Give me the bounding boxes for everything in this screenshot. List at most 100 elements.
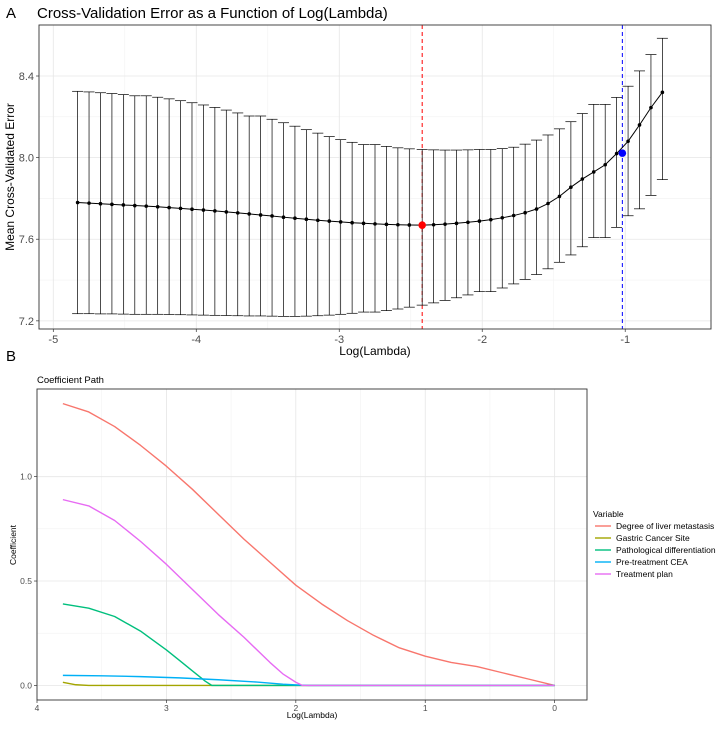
chart-b-lines xyxy=(62,402,555,687)
mean-point xyxy=(132,203,137,208)
y-tick-label: 0.5 xyxy=(20,576,32,586)
mean-point xyxy=(155,204,160,209)
mean-point xyxy=(144,204,149,208)
coef-line-treatment-plan xyxy=(62,498,555,687)
mean-point xyxy=(201,208,206,212)
chart-b-ticks: 4 3 2 1 0 0.0 0.5 1.0 xyxy=(20,472,557,713)
x-tick-label: 4 xyxy=(35,703,40,713)
coef-line-degree-of-liver-metastasis xyxy=(62,402,555,687)
mean-point xyxy=(580,177,585,181)
mean-point xyxy=(523,210,527,215)
mean-point xyxy=(190,207,194,212)
chart-a-mean-line xyxy=(77,92,663,226)
mean-point xyxy=(489,217,493,222)
mean-point xyxy=(396,222,400,227)
y-tick-label: 1.0 xyxy=(20,472,32,482)
legend-label: Pathological differentiation xyxy=(616,545,716,555)
x-tick-label: 3 xyxy=(164,703,169,713)
mean-point xyxy=(626,139,630,144)
x-tick-label: 2 xyxy=(293,703,298,713)
chart-a-x-label: Log(Lambda) xyxy=(339,344,410,358)
x-tick-label: 0 xyxy=(552,703,557,713)
lambda-1se-point xyxy=(618,149,627,157)
x-tick-label: -3 xyxy=(334,334,344,346)
x-tick-label: -5 xyxy=(48,334,58,346)
mean-point xyxy=(546,201,550,206)
coef-line-pre-treatment-cea xyxy=(62,674,555,687)
y-tick-label: 8.0 xyxy=(19,153,34,165)
mean-point xyxy=(270,214,274,218)
mean-point xyxy=(316,218,320,223)
mean-point xyxy=(373,222,377,226)
chart-a-y-label: Mean Cross-Validated Error xyxy=(3,103,17,251)
mean-point xyxy=(258,213,263,217)
mean-point xyxy=(338,220,343,224)
chart-a-panel-border xyxy=(38,24,712,330)
coef-line-pathological-differentiation xyxy=(62,603,555,687)
mean-point xyxy=(384,222,389,227)
mean-point xyxy=(466,220,470,225)
mean-point xyxy=(87,201,91,205)
mean-point xyxy=(591,170,596,174)
mean-point xyxy=(224,210,229,214)
chart-b-legend: Variable Degree of liver metastasis Gastr… xyxy=(593,509,716,579)
chart-b-x-label: Log(Lambda) xyxy=(287,710,338,720)
mean-point xyxy=(603,162,607,167)
mean-cv-error-line xyxy=(77,92,663,226)
chart-a-reference-lines xyxy=(421,25,623,329)
mean-point xyxy=(454,221,459,226)
chart-a-error-bars xyxy=(72,37,668,317)
mean-point xyxy=(167,205,171,210)
chart-b-panel-border xyxy=(36,388,588,701)
mean-point xyxy=(110,202,114,207)
x-tick-label: -2 xyxy=(477,334,487,346)
panel-b-letter: B xyxy=(6,348,16,365)
chart-b-title: Coefficient Path xyxy=(37,375,104,386)
mean-point xyxy=(361,221,366,226)
mean-point xyxy=(557,194,562,199)
y-tick-label: 7.2 xyxy=(19,316,34,328)
mean-point xyxy=(477,219,482,223)
panel-a-letter: A xyxy=(6,5,16,22)
y-tick-label: 8.4 xyxy=(19,71,34,83)
legend-label: Pre-treatment CEA xyxy=(616,557,688,567)
mean-point xyxy=(637,123,642,127)
lambda-min-point xyxy=(418,221,426,229)
mean-point xyxy=(75,200,80,205)
mean-point xyxy=(443,222,447,226)
chart-b-y-label: Coefficient xyxy=(8,524,18,565)
mean-point xyxy=(569,185,573,190)
y-tick-label: 7.6 xyxy=(19,234,34,246)
mean-point xyxy=(500,216,505,220)
mean-point xyxy=(121,203,126,207)
mean-point xyxy=(304,217,309,222)
y-tick-label: 0.0 xyxy=(20,680,32,690)
legend-label: Treatment plan xyxy=(616,569,673,579)
mean-point xyxy=(293,216,297,221)
mean-point xyxy=(511,213,516,218)
mean-point xyxy=(235,211,240,215)
legend-label: Gastric Cancer Site xyxy=(616,533,690,543)
mean-point xyxy=(178,206,183,211)
mean-point xyxy=(213,209,217,213)
mean-point xyxy=(98,201,103,206)
chart-a-points xyxy=(75,90,665,229)
chart-a-ticks: -5 -4 -3 -2 -1 7.2 7.6 8.0 8.4 xyxy=(19,71,630,346)
mean-point xyxy=(247,212,251,216)
mean-point xyxy=(534,207,539,211)
mean-point xyxy=(649,105,653,110)
mean-point xyxy=(407,223,412,227)
mean-point xyxy=(327,219,332,223)
x-tick-label: -1 xyxy=(620,334,630,346)
mean-point xyxy=(281,215,286,219)
mean-point xyxy=(614,151,619,156)
legend-label: Degree of liver metastasis xyxy=(616,521,714,531)
mean-point xyxy=(350,220,354,225)
x-tick-label: -4 xyxy=(191,334,201,346)
mean-point xyxy=(660,90,665,95)
x-tick-label: 1 xyxy=(423,703,428,713)
mean-point xyxy=(431,222,436,227)
chart-a-title: Cross-Validation Error as a Function of … xyxy=(37,5,388,22)
chart-b-grid xyxy=(36,389,587,700)
